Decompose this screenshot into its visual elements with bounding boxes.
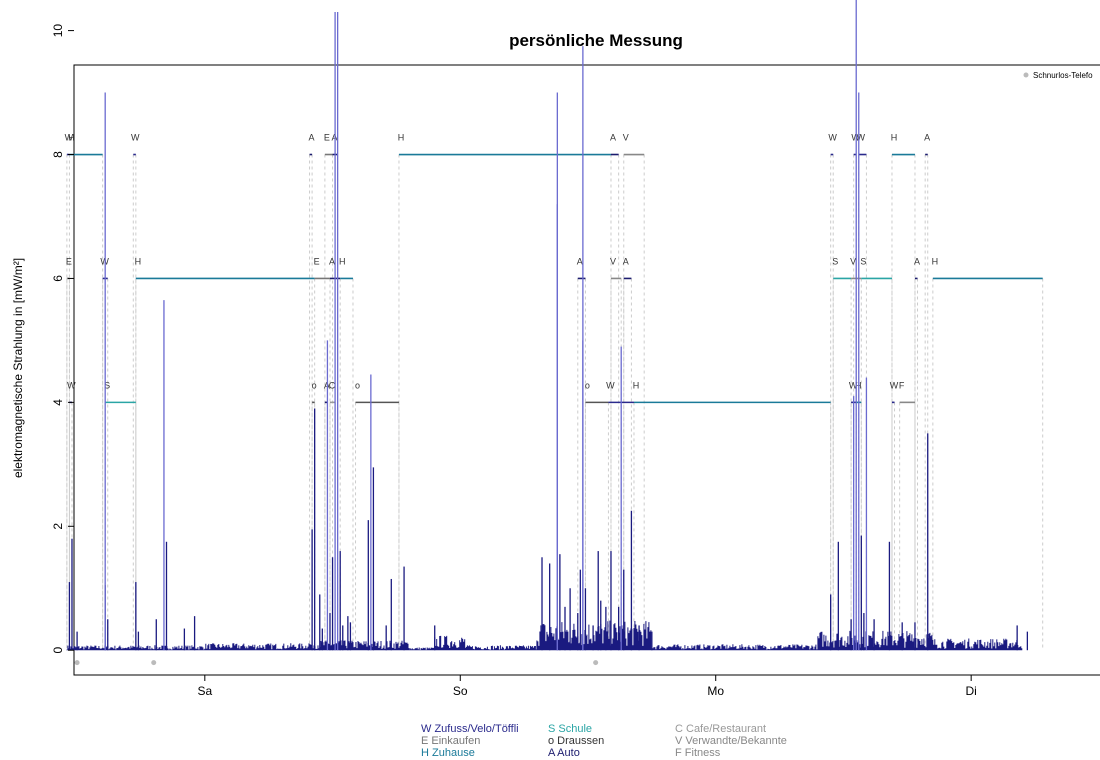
phone-event-marker (151, 660, 157, 666)
activity-label: C (329, 380, 336, 390)
y-axis: 0 2 4 6 8 10 (51, 24, 74, 654)
activity-label: W (828, 133, 837, 143)
activity-label: A (623, 256, 629, 266)
activity-label: W (849, 380, 858, 390)
corner-legend-marker (1023, 72, 1029, 78)
x-tick-label: So (453, 684, 468, 698)
legend-item: E Einkaufen (421, 735, 480, 747)
activity-label: H (398, 133, 405, 143)
activity-label: S (860, 256, 866, 266)
activity-label: o (312, 380, 317, 390)
activity-label: A (610, 133, 616, 143)
activity-label: V (610, 256, 616, 266)
legend-item: S Schule (548, 723, 592, 735)
activity-label: W (67, 380, 76, 390)
legend-item: W Zufuss/Velo/Töffli (421, 723, 519, 735)
activity-label: F (899, 380, 905, 390)
corner-legend: Schnurlos-Telefo (1023, 71, 1093, 80)
activity-label: H (135, 256, 142, 266)
activity-label: W (890, 380, 899, 390)
activity-label: A (309, 133, 315, 143)
activity-label: V (623, 133, 629, 143)
activity-label: W (857, 133, 866, 143)
activity-label: H (68, 133, 75, 143)
signal-baseline (66, 620, 1023, 651)
activity-label: S (104, 380, 110, 390)
activity-label: W (131, 133, 140, 143)
legend-item: A Auto (548, 747, 580, 759)
activity-label: H (339, 256, 346, 266)
y-tick-label: 8 (51, 151, 65, 158)
activity-label: W (606, 380, 615, 390)
activity-label: H (932, 256, 939, 266)
y-tick-label: 2 (51, 523, 65, 530)
phone-events (74, 660, 599, 666)
activity-label: S (832, 256, 838, 266)
y-tick-label: 6 (51, 275, 65, 282)
activity-label: A (329, 256, 335, 266)
plot-frame (73, 64, 1100, 676)
legend-item: C Cafe/Restaurant (675, 723, 766, 735)
signal-series (66, 0, 1029, 651)
activity-label: A (914, 256, 920, 266)
y-tick-label: 0 (51, 647, 65, 654)
activity-label: o (585, 380, 590, 390)
x-tick-label: Sa (197, 684, 212, 698)
x-tick-label: Mo (707, 684, 724, 698)
activity-guides (66, 154, 1044, 649)
phone-event-marker (74, 660, 80, 666)
legend-item: V Verwandte/Bekannte (675, 735, 787, 747)
y-tick-label: 10 (51, 24, 65, 38)
activity-label: H (891, 133, 898, 143)
legend-item: F Fitness (675, 747, 721, 759)
activity-label: H (633, 380, 640, 390)
activity-label: E (324, 133, 330, 143)
activity-label: W (65, 133, 74, 143)
y-axis-label: elektromagnetische Strahlung in [mW/m²] (11, 258, 25, 478)
activity-label: A (577, 256, 583, 266)
activity-rows: WHWAEAHAVWWWHAEWHEAHAVASVSAHWSoACooWHWHW… (65, 133, 1043, 404)
x-axis: Sa So Mo Di (197, 675, 977, 698)
activity-label: E (314, 256, 320, 266)
corner-legend-label: Schnurlos-Telefo (1033, 71, 1093, 80)
activity-label: o (355, 380, 360, 390)
activity-label: A (924, 133, 930, 143)
legend-item: H Zuhause (421, 747, 475, 759)
phone-event-marker (593, 660, 599, 666)
activity-label: V (850, 256, 856, 266)
x-tick-label: Di (965, 684, 976, 698)
legend-item: o Draussen (548, 735, 604, 747)
chart-title: persönliche Messung (509, 31, 683, 50)
activity-label: E (66, 256, 72, 266)
y-tick-label: 4 (51, 399, 65, 406)
